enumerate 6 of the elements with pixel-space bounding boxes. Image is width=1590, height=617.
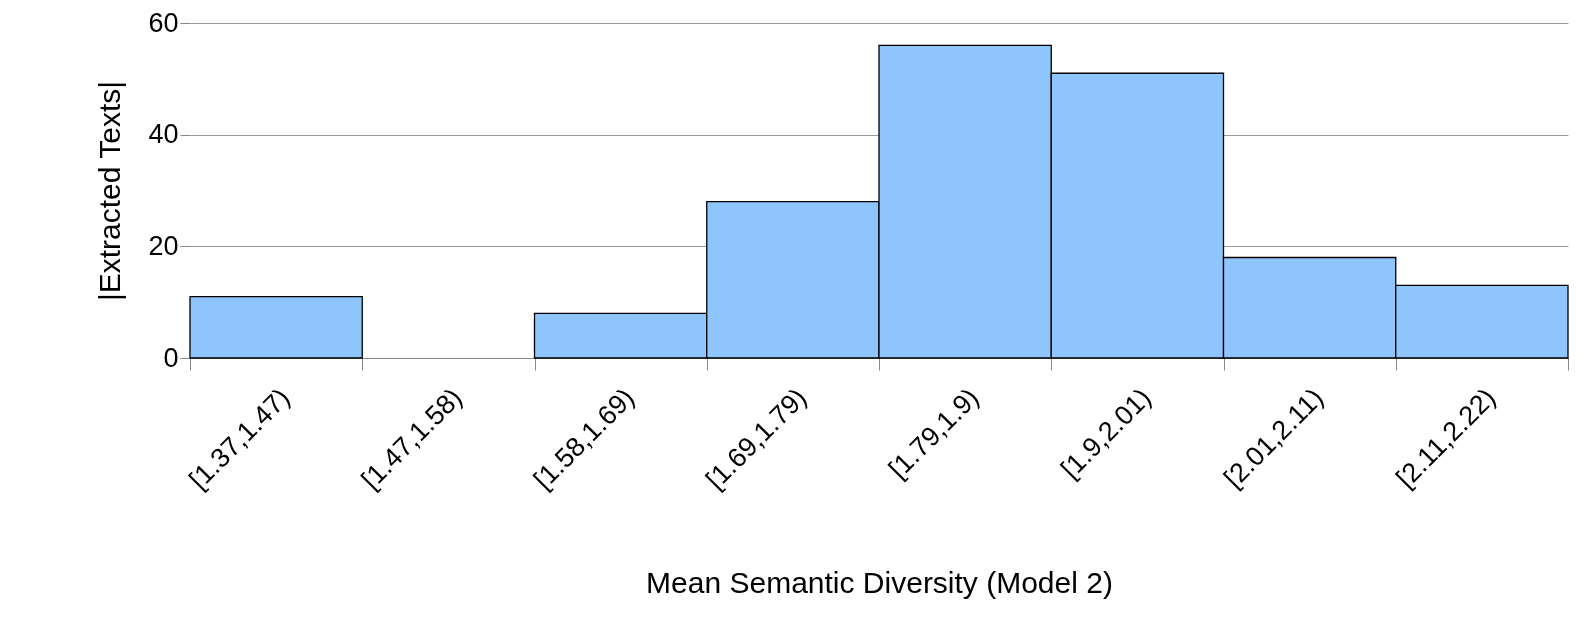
y-tick-label: 60 (148, 7, 179, 38)
y-tick-label: 20 (148, 230, 179, 261)
y-axis-title: |Extracted Texts| (93, 80, 127, 302)
x-axis-title: Mean Semantic Diversity (Model 2) (646, 566, 1113, 600)
y-tick-label: 0 (163, 342, 179, 373)
y-tick-label: 40 (148, 119, 179, 150)
